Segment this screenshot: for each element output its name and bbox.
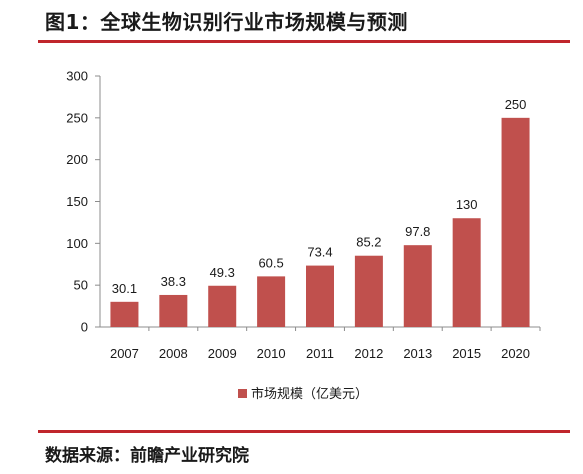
source-note: 数据来源：前瞻产业研究院 [45,446,249,466]
x-tick-label: 2013 [403,346,432,361]
source-rule [38,430,570,433]
data-label: 30.1 [112,281,137,296]
data-label: 85.2 [356,235,381,250]
title-rule [38,40,570,43]
data-label: 38.3 [161,274,186,289]
bar [159,294,188,327]
y-tick-label: 200 [66,152,88,167]
y-tick-label: 300 [66,69,88,84]
bar [208,285,237,327]
bar-series [110,117,530,327]
y-tick-label: 100 [66,236,88,251]
figure-title: 图1：全球生物识别行业市场规模与预测 [45,10,408,34]
x-axis: 2007 2008 2009 2010 2011 2012 2013 2015 2020 [100,326,541,361]
bar [354,255,383,327]
x-tick-label: 2011 [306,346,334,361]
y-axis: 0 50 100 150 200 250 300 [66,69,101,335]
y-tick-label: 50 [74,278,88,293]
legend: 市场规模（亿美元） [238,386,368,402]
y-tick-label: 150 [66,194,88,209]
legend-swatch [238,389,247,398]
data-label: 49.3 [210,265,235,280]
x-tick-label: 2015 [452,346,481,361]
bar [257,276,286,327]
data-label: 60.5 [258,255,283,270]
data-label: 73.4 [307,245,332,260]
x-tick-label: 2009 [208,346,237,361]
x-tick-label: 2008 [159,346,188,361]
bar [403,245,432,327]
data-label: 130 [456,197,478,212]
x-tick-label: 2020 [501,346,530,361]
x-tick-label: 2010 [257,346,286,361]
bar [110,301,139,327]
data-labels: 30.1 38.3 49.3 60.5 73.4 85.2 97.8 130 250 [112,97,527,296]
y-tick-label: 250 [66,110,88,125]
data-label: 97.8 [405,224,430,239]
bar [501,117,530,327]
legend-label: 市场规模（亿美元） [251,386,368,402]
bar [306,265,334,327]
x-tick-label: 2007 [110,346,139,361]
x-tick-label: 2012 [354,346,383,361]
data-label: 250 [505,97,527,112]
bar [452,218,481,327]
y-tick-label: 0 [81,320,88,335]
